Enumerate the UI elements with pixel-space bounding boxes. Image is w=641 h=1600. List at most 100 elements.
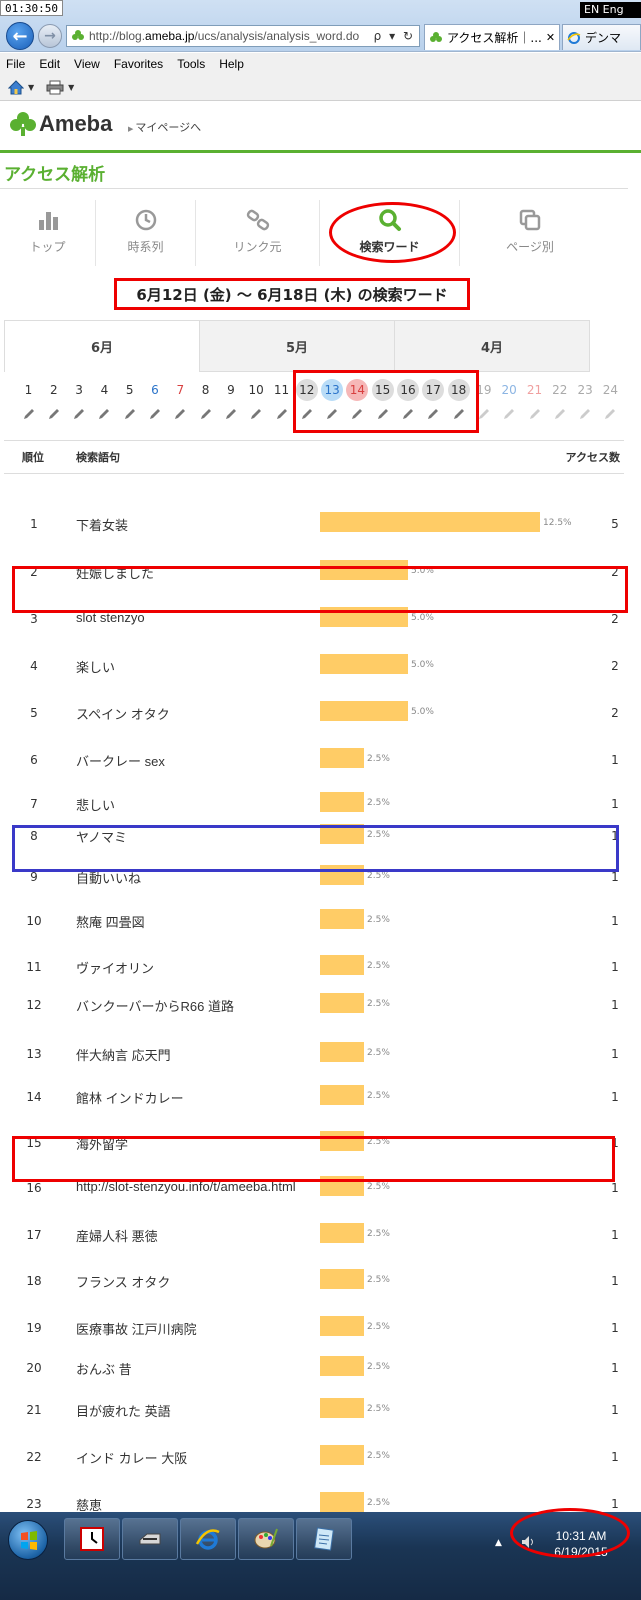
home-button[interactable]: ▼ <box>8 80 34 95</box>
day-7[interactable]: 7 <box>168 379 193 425</box>
tab-label: アクセス解析｜... <box>447 31 542 45</box>
pencil-icon[interactable] <box>453 408 465 420</box>
clock-time: 10:31 AM <box>555 1529 607 1543</box>
system-clock[interactable]: 10:31 AM 6/19/2015 <box>541 1528 621 1560</box>
chevron-down-icon[interactable]: ▼ <box>68 83 75 92</box>
day-8[interactable]: 8 <box>193 379 218 425</box>
speaker-icon[interactable] <box>521 1535 537 1549</box>
tab-close-icon[interactable]: ✕ <box>545 31 556 44</box>
share-percent: 2.5% <box>367 961 390 971</box>
menu-file[interactable]: File <box>6 57 26 71</box>
pencil-icon[interactable] <box>402 408 414 420</box>
pencil-icon[interactable] <box>276 408 288 420</box>
search-term-cell: 妊娠しました <box>76 566 155 581</box>
tab-june[interactable]: 6月 <box>4 320 200 372</box>
menu-favorites[interactable]: Favorites <box>113 57 164 71</box>
pencil-icon[interactable] <box>377 408 389 420</box>
day-14[interactable]: 14 <box>345 379 370 425</box>
taskbar-paint[interactable] <box>238 1518 294 1560</box>
day-1[interactable]: 1 <box>16 379 41 425</box>
print-button[interactable]: ▼ <box>46 80 74 95</box>
chevron-down-icon[interactable]: ▼ <box>28 83 35 92</box>
start-button[interactable] <box>8 1520 48 1560</box>
address-url[interactable]: http://blog.ameba.jp/ucs/analysis/analys… <box>89 29 360 43</box>
tool-timeline[interactable]: 時系列 <box>96 200 196 266</box>
ameba-logo[interactable]: Ameba <box>10 111 112 137</box>
share-bar <box>320 1492 364 1512</box>
share-bar <box>320 909 364 929</box>
share-percent: 2.5% <box>367 1322 390 1332</box>
day-11[interactable]: 11 <box>269 379 294 425</box>
pencil-icon[interactable] <box>225 408 237 420</box>
share-percent: 2.5% <box>367 1404 390 1414</box>
tool-label: トップ <box>29 240 66 254</box>
tool-search-words[interactable]: 検索ワード <box>320 200 460 266</box>
share-percent: 12.5% <box>543 518 572 528</box>
access-count-cell: 1 <box>611 1361 619 1375</box>
tool-referrer[interactable]: リンク元 <box>196 200 320 266</box>
address-tools-icon[interactable]: ρ ▾ ↻ <box>373 29 415 43</box>
share-bar <box>320 1085 364 1105</box>
day-16[interactable]: 16 <box>396 379 421 425</box>
share-bar <box>320 1356 364 1376</box>
day-9[interactable]: 9 <box>218 379 243 425</box>
day-4[interactable]: 4 <box>92 379 117 425</box>
pencil-icon[interactable] <box>48 408 60 420</box>
pencil-icon[interactable] <box>174 408 186 420</box>
tab-access-analysis[interactable]: アクセス解析｜... ✕ <box>424 24 560 50</box>
menu-view[interactable]: View <box>74 57 100 71</box>
mypage-link[interactable]: ▶ マイページへ <box>128 121 202 134</box>
forward-button[interactable]: → <box>38 24 62 48</box>
taskbar-notes[interactable] <box>296 1518 352 1560</box>
day-number: 8 <box>201 383 210 397</box>
day-number: 18 <box>447 379 470 401</box>
pencil-icon[interactable] <box>98 408 110 420</box>
menu-edit[interactable]: Edit <box>39 57 61 71</box>
day-2[interactable]: 2 <box>41 379 66 425</box>
taskbar-scanner-app[interactable] <box>122 1518 178 1560</box>
pages-icon <box>519 209 541 231</box>
pencil-icon[interactable] <box>200 408 212 420</box>
pencil-icon[interactable] <box>73 408 85 420</box>
pencil-icon[interactable] <box>351 408 363 420</box>
share-percent: 5.0% <box>411 660 434 670</box>
share-bar <box>320 654 408 674</box>
pencil-icon[interactable] <box>250 408 262 420</box>
tab-second[interactable]: デンマ <box>562 24 641 50</box>
show-hidden-icons-icon[interactable]: ▲ <box>495 1538 502 1548</box>
address-bar[interactable]: http://blog.ameba.jp/ucs/analysis/analys… <box>66 25 420 47</box>
pencil-icon[interactable] <box>427 408 439 420</box>
rank-cell: 9 <box>30 870 38 884</box>
taskbar-ie[interactable] <box>180 1518 236 1560</box>
pencil-icon[interactable] <box>326 408 338 420</box>
tool-pages[interactable]: ページ別 <box>460 200 600 266</box>
day-13[interactable]: 13 <box>320 379 345 425</box>
day-5[interactable]: 5 <box>117 379 142 425</box>
access-count-cell: 1 <box>611 797 619 811</box>
language-indicator[interactable]: EN Eng <box>580 2 641 18</box>
pencil-icon[interactable] <box>301 408 313 420</box>
day-17[interactable]: 17 <box>421 379 446 425</box>
taskbar-clock-app[interactable] <box>64 1518 120 1560</box>
day-18[interactable]: 18 <box>446 379 471 425</box>
pencil-icon[interactable] <box>124 408 136 420</box>
day-12[interactable]: 12 <box>294 379 319 425</box>
tool-top[interactable]: トップ <box>0 200 96 266</box>
menu-help[interactable]: Help <box>219 57 244 71</box>
tool-label: リンク元 <box>233 240 282 254</box>
day-6[interactable]: 6 <box>143 379 168 425</box>
clock-icon <box>135 209 156 231</box>
access-count-cell: 1 <box>611 870 619 884</box>
share-percent: 2.5% <box>367 1048 390 1058</box>
day-number: 23 <box>577 383 593 397</box>
back-button[interactable]: ← <box>6 22 34 50</box>
pencil-icon[interactable] <box>23 408 35 420</box>
tab-april[interactable]: 4月 <box>395 320 590 372</box>
tab-may[interactable]: 5月 <box>200 320 395 372</box>
menu-tools[interactable]: Tools <box>177 57 206 71</box>
pencil-icon[interactable] <box>149 408 161 420</box>
day-15[interactable]: 15 <box>370 379 395 425</box>
day-3[interactable]: 3 <box>67 379 92 425</box>
day-10[interactable]: 10 <box>244 379 269 425</box>
site-header: Ameba ▶ マイページへ <box>0 101 641 153</box>
